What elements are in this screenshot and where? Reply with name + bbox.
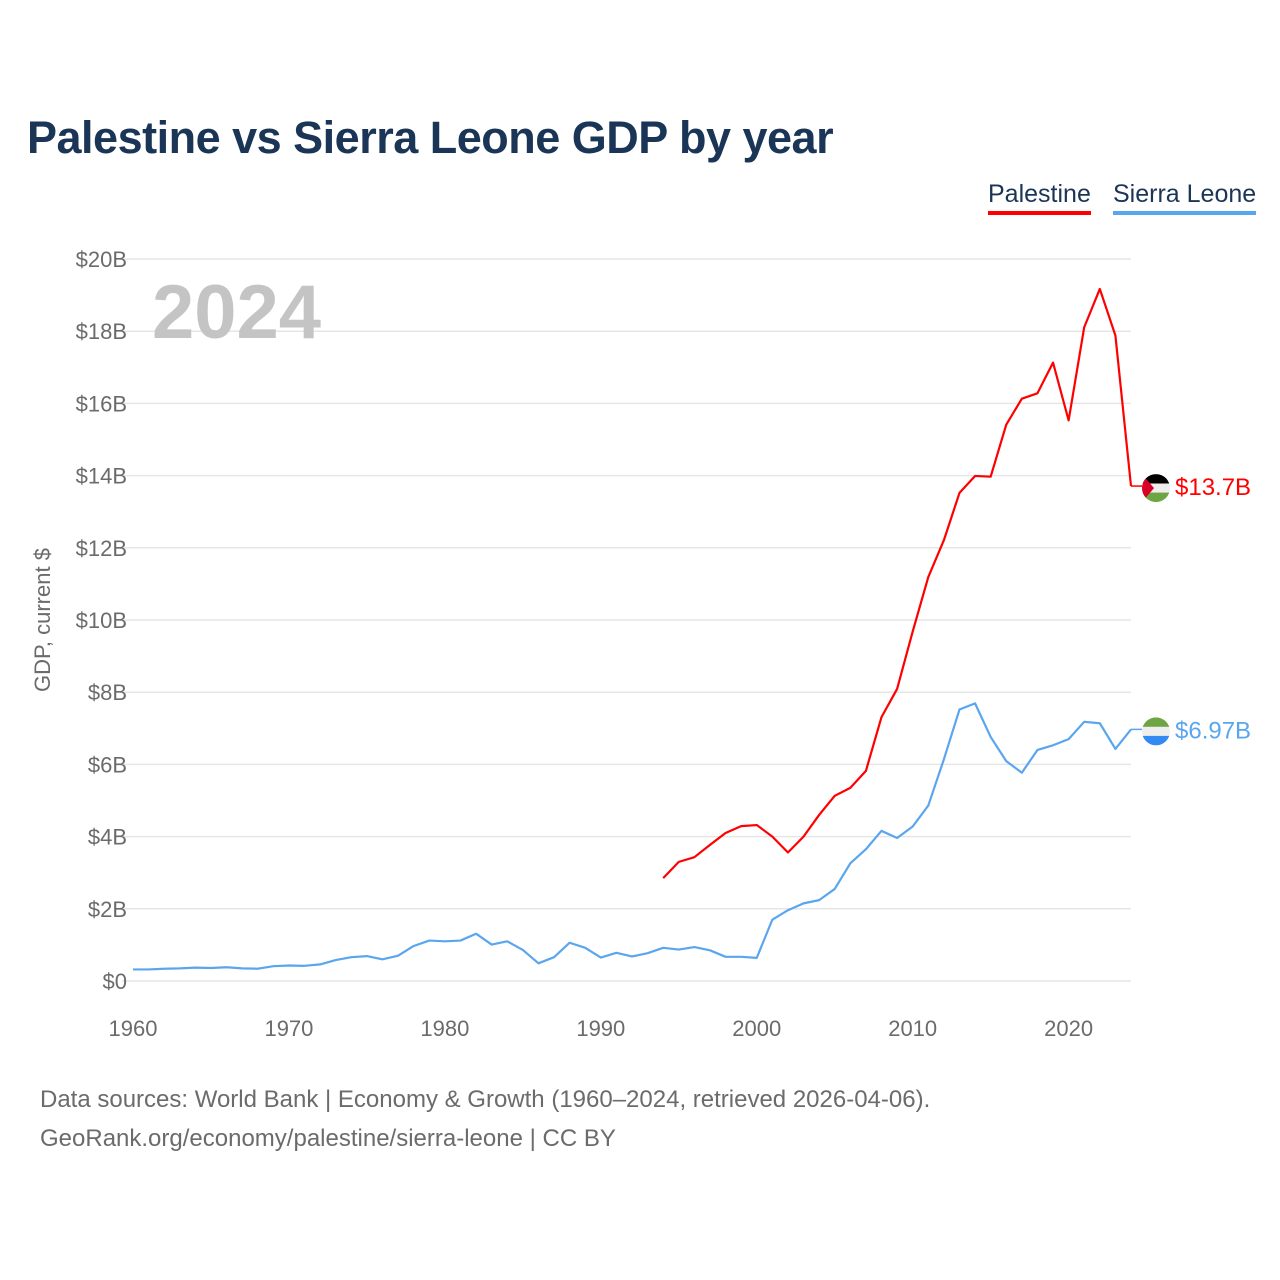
x-tick-label: 1960 (109, 1016, 158, 1041)
y-tick-label: $6B (88, 752, 127, 777)
y-tick-label: $14B (76, 464, 127, 489)
x-tick-label: 2000 (732, 1016, 781, 1041)
y-tick-label: $2B (88, 897, 127, 922)
x-tick-label: 1990 (576, 1016, 625, 1041)
y-tick-label: $18B (76, 319, 127, 344)
year-watermark: 2024 (152, 270, 321, 355)
end-value-label: $13.7B (1175, 474, 1251, 501)
end-value-label: $6.97B (1175, 717, 1251, 744)
x-tick-label: 1970 (264, 1016, 313, 1041)
y-tick-label: $16B (76, 391, 127, 416)
y-tick-label: $8B (88, 680, 127, 705)
legend-palestine[interactable]: Palestine (988, 180, 1091, 215)
legend-sierra-leone[interactable]: Sierra Leone (1113, 180, 1257, 215)
sierra-leone-flag-icon (1142, 717, 1170, 746)
x-tick-label: 2020 (1044, 1016, 1093, 1041)
x-tick-label: 2010 (888, 1016, 937, 1041)
x-tick-label: 1980 (420, 1016, 469, 1041)
palestine-flag-icon (1142, 474, 1170, 503)
y-tick-label: $12B (76, 536, 127, 561)
y-tick-label: $0 (103, 969, 127, 994)
y-tick-label: $10B (76, 608, 127, 633)
y-tick-label: $4B (88, 825, 127, 850)
footer-sources: Data sources: World Bank | Economy & Gro… (40, 1086, 931, 1113)
chart-title: Palestine vs Sierra Leone GDP by year (27, 112, 834, 163)
series-line-palestine (662, 287, 1133, 879)
y-axis-label: GDP, current $ (30, 548, 55, 692)
y-tick-label: $20B (76, 247, 127, 272)
footer-link[interactable]: GeoRank.org/economy/palestine/sierra-leo… (40, 1125, 616, 1152)
